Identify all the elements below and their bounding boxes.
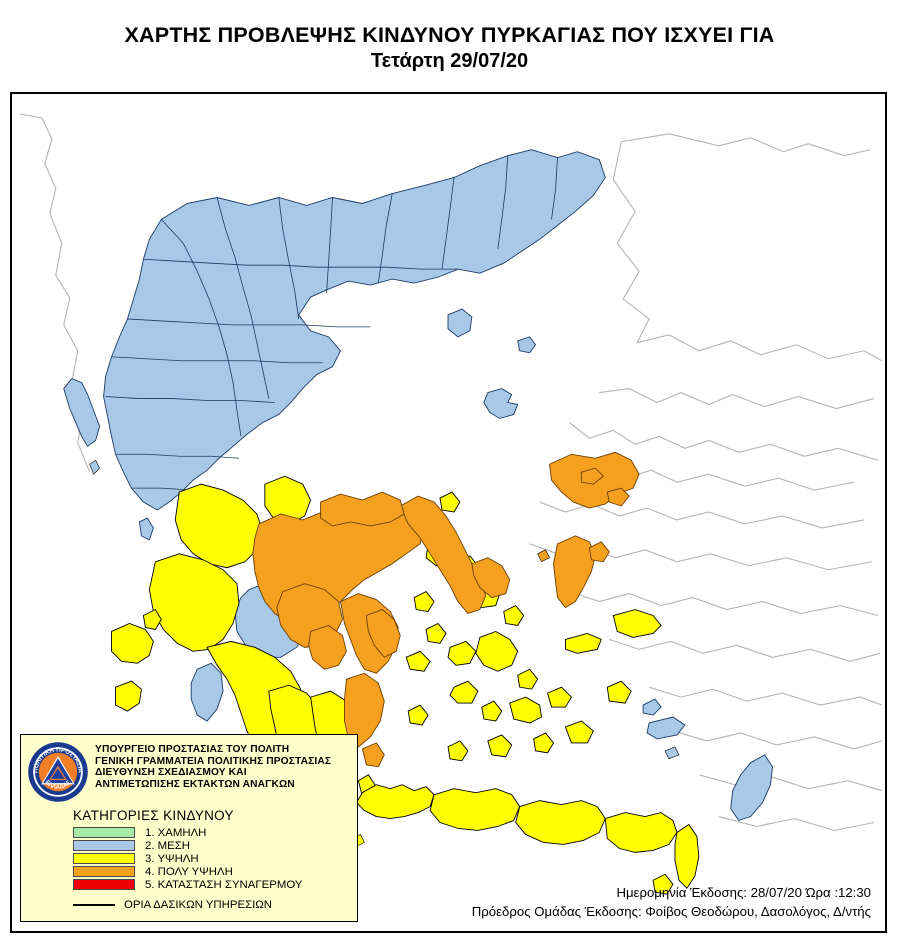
legend-row-medium: 2. ΜΕΣΗ [73, 839, 357, 852]
legend-label-boundary: ΟΡΙΑ ΔΑΣΙΚΩΝ ΥΠΗΡΕΣΙΩΝ [124, 899, 273, 911]
map-frame: .mblue { fill:#a8c8e8; stroke:#1b3a63; s… [10, 92, 887, 933]
legend-label-low: 1. ΧΑΜΗΛΗ [145, 826, 207, 839]
footer-credits: Ημερομηνία Έκδοσης: 28/07/20 Ώρα :12:30 … [472, 883, 871, 921]
page-title: ΧΑΡΤΗΣ ΠΡΟΒΛΕΨΗΣ ΚΙΝΔΥΝΟΥ ΠΥΡΚΑΓΙΑΣ ΠΟΥ … [124, 23, 775, 47]
agency-line-1: ΥΠΟΥΡΓΕΙΟ ΠΡΟΣΤΑΣΙΑΣ ΤΟΥ ΠΟΛΙΤΗ [95, 744, 290, 755]
title-block: ΧΑΡΤΗΣ ΠΡΟΒΛΕΨΗΣ ΚΙΝΔΥΝΟΥ ΠΥΡΚΑΓΙΑΣ ΠΟΥ … [0, 0, 899, 74]
legend-panel: ΠΟΛΙΤΙΚΗ ΠΡΟΣΤΑΣΙΑ ΕΛΛΑΔΑΣ ΥΠΟΥΡΓΕΙΟ ΠΡΟ… [20, 734, 358, 922]
greece-fire-risk-map: .mblue { fill:#a8c8e8; stroke:#1b3a63; s… [19, 113, 883, 895]
legend-row-boundary: ΟΡΙΑ ΔΑΣΙΚΩΝ ΥΠΗΡΕΣΙΩΝ [73, 899, 357, 911]
page-subtitle-date: Τετάρτη 29/07/20 [370, 50, 529, 72]
civil-protection-emblem-icon: ΠΟΛΙΤΙΚΗ ΠΡΟΣΤΑΣΙΑ ΕΛΛΑΔΑΣ [28, 742, 88, 802]
agency-line-3: ΔΙΕΥΘΥΝΣΗ ΣΧΕΔΙΑΣΜΟΥ ΚΑΙ [95, 767, 247, 779]
issuing-officer: Πρόεδρος Ομάδας Έκδοσης: Φοίβος Θεοδώρου… [471, 904, 871, 919]
legend-title: ΚΑΤΗΓΟΡΙΕΣ ΚΙΝΔΥΝΟΥ [73, 808, 234, 823]
foreign-coastline-group [19, 113, 883, 832]
agency-name-block: ΥΠΟΥΡΓΕΙΟ ΠΡΟΣΤΑΣΙΑΣ ΤΟΥ ΠΟΛΙΤΗ ΓΕΝΙΚΗ Γ… [95, 741, 331, 790]
legend-header: ΠΟΛΙΤΙΚΗ ΠΡΟΣΤΑΣΙΑ ΕΛΛΑΔΑΣ ΥΠΟΥΡΓΕΙΟ ΠΡΟ… [21, 735, 357, 803]
legend-swatch-high [73, 853, 135, 864]
boundary-line-icon [73, 904, 115, 906]
legend-row-high: 3. ΥΨΗΛΗ [73, 852, 357, 865]
legend-label-very-high: 4. ΠΟΛΥ ΥΨΗΛΗ [145, 865, 233, 878]
agency-line-2: ΓΕΝΙΚΗ ΓΡΑΜΜΑΤΕΙΑ ΠΟΛΙΤΙΚΗΣ ΠΡΟΣΤΑΣΙΑΣ [95, 755, 332, 767]
issue-datetime: Ημερομηνία Έκδοσης: 28/07/20 Ώρα :12:30 [616, 885, 871, 900]
legend-swatch-very-high [73, 866, 135, 877]
legend-row-low: 1. ΧΑΜΗΛΗ [73, 826, 357, 839]
legend-label-high: 3. ΥΨΗΛΗ [145, 852, 199, 865]
legend-label-medium: 2. ΜΕΣΗ [145, 839, 191, 852]
legend-swatch-medium [73, 840, 135, 851]
region-group-high [111, 475, 700, 895]
legend-row-alert: 5. ΚΑΤΑΣΤΑΣΗ ΣΥΝΑΓΕΡΜΟΥ [73, 878, 357, 891]
legend-swatch-alert [73, 879, 135, 890]
legend-swatch-low [73, 827, 135, 838]
region-group-very-high [252, 451, 640, 770]
agency-line-4: ΑΝΤΙΜΕΤΩΠΙΣΗΣ ΕΚΤΑΚΤΩΝ ΑΝΑΓΚΩΝ [95, 778, 295, 790]
legend-label-alert: 5. ΚΑΤΑΣΤΑΣΗ ΣΥΝΑΓΕΡΜΟΥ [145, 878, 303, 891]
legend-row-very-high: 4. ΠΟΛΥ ΥΨΗΛΗ [73, 865, 357, 878]
svg-text:ΕΛΛΑΔΑΣ: ΕΛΛΑΔΑΣ [44, 779, 73, 791]
